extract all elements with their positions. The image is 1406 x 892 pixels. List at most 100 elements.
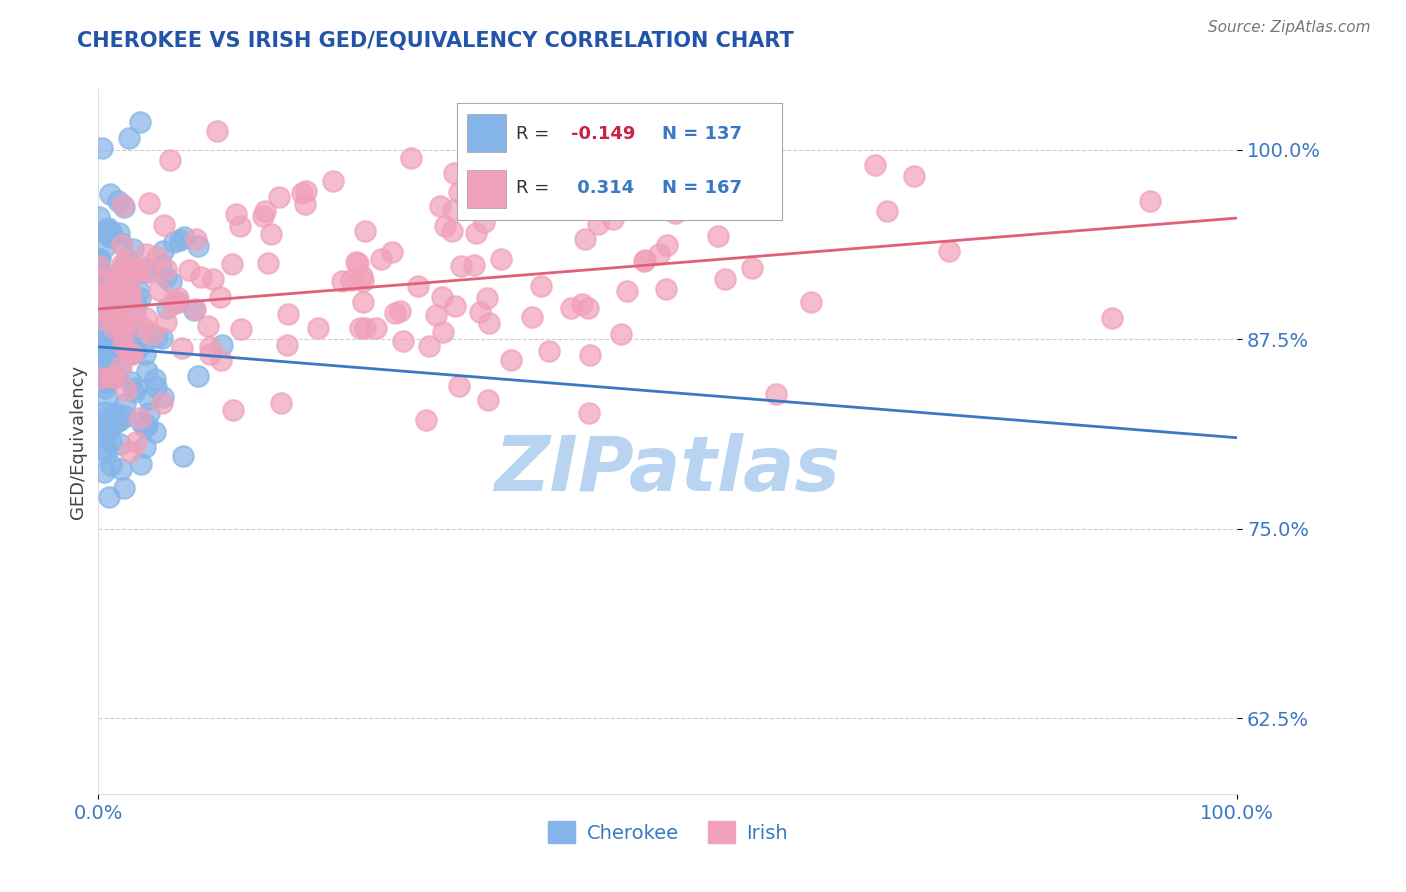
Point: [741, 165, 763, 179]
Point: [491, 252, 513, 266]
Point: [138, 196, 160, 211]
Point: [124, 380, 146, 394]
Point: [501, 352, 523, 367]
Point: [112, 323, 135, 337]
Point: [91, 271, 114, 285]
Point: [107, 295, 129, 310]
Point: [135, 247, 157, 261]
Point: [122, 385, 145, 400]
Point: [276, 338, 298, 352]
Point: [707, 229, 730, 244]
Point: [447, 378, 470, 392]
Point: [138, 265, 160, 279]
Point: [98, 230, 121, 244]
Point: [229, 322, 252, 336]
Point: [122, 343, 145, 357]
Point: [89, 252, 111, 267]
Point: [103, 277, 125, 291]
Point: [574, 232, 596, 246]
Point: [87, 287, 110, 301]
Point: [143, 372, 166, 386]
Point: [108, 340, 131, 354]
Point: [104, 415, 127, 429]
Point: [90, 310, 112, 325]
Point: [560, 301, 582, 315]
Point: [221, 257, 243, 271]
Point: [89, 267, 111, 281]
Point: [150, 331, 173, 345]
Point: [115, 253, 138, 268]
Point: [93, 241, 115, 255]
Point: [530, 279, 553, 293]
Point: [260, 227, 283, 241]
Point: [610, 326, 633, 341]
Point: [96, 391, 118, 405]
Point: [229, 219, 252, 234]
Point: [464, 227, 486, 241]
Point: [103, 316, 125, 330]
Point: [124, 306, 146, 320]
Point: [607, 166, 630, 180]
Point: [129, 115, 152, 129]
Point: [211, 337, 233, 351]
Point: [118, 346, 141, 360]
Point: [163, 294, 186, 309]
Point: [90, 303, 112, 318]
Point: [450, 260, 472, 274]
Point: [105, 369, 128, 384]
Point: [353, 224, 375, 238]
Point: [432, 290, 454, 304]
Point: [344, 255, 367, 269]
Point: [938, 244, 960, 259]
Point: [103, 285, 125, 300]
Point: [616, 285, 638, 299]
Point: [89, 252, 111, 267]
Point: [155, 315, 177, 329]
Point: [87, 210, 110, 224]
Point: [586, 217, 609, 231]
Point: [291, 186, 314, 200]
Point: [98, 351, 121, 365]
Point: [714, 271, 737, 285]
Point: [134, 419, 156, 434]
Point: [257, 256, 280, 270]
Point: [87, 267, 110, 281]
Point: [389, 304, 412, 318]
Point: [118, 444, 141, 458]
Point: [98, 490, 121, 504]
Point: [399, 151, 422, 165]
Point: [125, 344, 148, 359]
Point: [198, 340, 221, 354]
Point: [129, 458, 152, 472]
Point: [578, 406, 600, 420]
Point: [93, 466, 115, 480]
Point: [444, 299, 467, 313]
Point: [125, 263, 148, 277]
Point: [415, 412, 437, 426]
Point: [122, 261, 145, 276]
Point: [184, 302, 207, 317]
Point: [97, 223, 120, 237]
Point: [347, 256, 370, 270]
Point: [112, 310, 135, 324]
Point: [141, 326, 163, 341]
Point: [98, 337, 121, 351]
Point: [322, 174, 344, 188]
Point: [648, 158, 671, 172]
Point: [366, 321, 388, 335]
Point: [522, 310, 544, 325]
Text: ZIPatlas: ZIPatlas: [495, 433, 841, 507]
Point: [98, 187, 121, 202]
Point: [269, 190, 291, 204]
Point: [162, 297, 184, 311]
Point: [138, 407, 160, 421]
Point: [94, 446, 117, 460]
Point: [202, 272, 225, 286]
Point: [110, 276, 132, 290]
Point: [294, 197, 316, 211]
Point: [93, 404, 115, 418]
Point: [432, 326, 454, 340]
Point: [98, 420, 121, 434]
Point: [94, 376, 117, 390]
Point: [97, 276, 120, 290]
